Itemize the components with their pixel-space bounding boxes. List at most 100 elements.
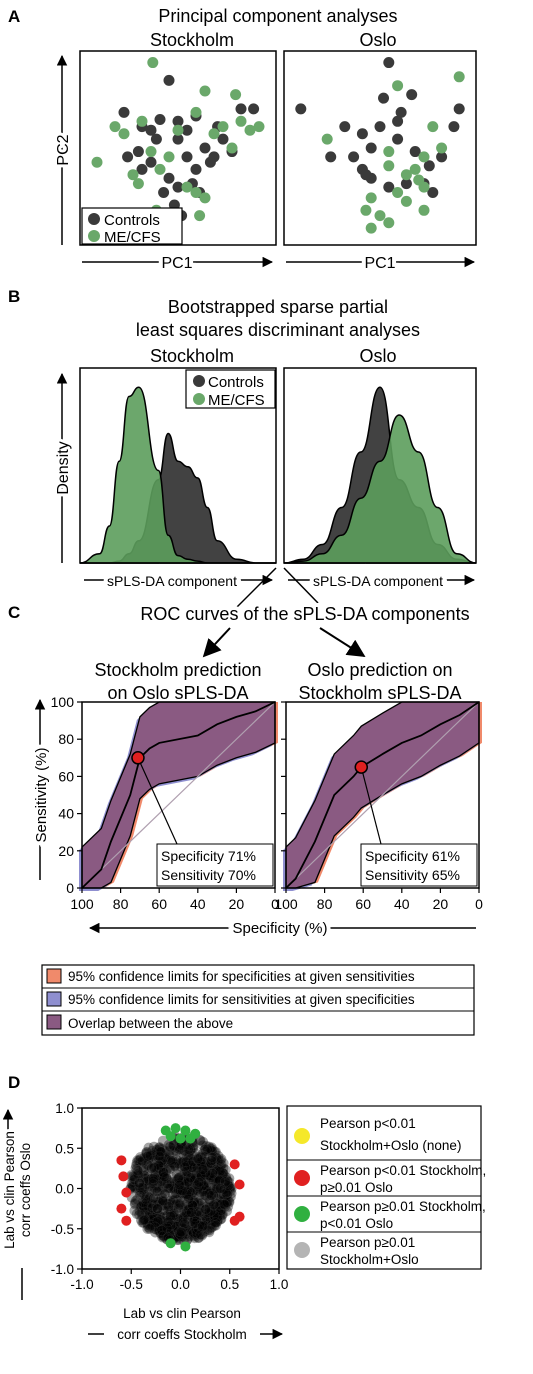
corr-point-grey (152, 1203, 163, 1215)
pca-point (448, 121, 460, 133)
corr-point-grey (219, 1194, 231, 1205)
corr-point-grey (183, 1171, 194, 1182)
corr-point-grey (180, 1199, 192, 1210)
pca-point (145, 124, 157, 136)
corr-point-grey (132, 1165, 144, 1176)
corr-point-grey (157, 1187, 169, 1199)
corr-point-grey (213, 1150, 224, 1162)
corr-point-grey (155, 1157, 167, 1168)
corr-point-grey (164, 1215, 175, 1227)
corr-point-grey (148, 1150, 160, 1161)
corr-point-grey (210, 1164, 222, 1175)
corr-point-grey (203, 1165, 214, 1176)
corr-point-grey (216, 1153, 227, 1165)
corr-point-grey (201, 1211, 213, 1223)
corr-point-grey (179, 1145, 190, 1157)
corr-point-grey (205, 1157, 217, 1169)
corr-point-grey (185, 1153, 196, 1164)
corr-point-grey (191, 1211, 202, 1223)
corr-point-grey (140, 1173, 151, 1184)
pca-point (400, 169, 412, 181)
corr-point-grey (142, 1223, 153, 1234)
corr-point-grey (212, 1165, 224, 1177)
corr-point-grey (172, 1213, 183, 1225)
corr-point-grey (180, 1207, 192, 1219)
corr-point-grey (179, 1175, 191, 1187)
corr-point-grey (195, 1194, 206, 1206)
corr-point-grey (208, 1212, 220, 1223)
corr-point-grey (215, 1209, 227, 1220)
corr-point-grey (186, 1224, 197, 1236)
corr-point-grey (151, 1214, 162, 1226)
corr-point-grey (191, 1209, 203, 1221)
corr-point-grey (138, 1215, 150, 1226)
corr-point-grey (171, 1221, 183, 1232)
corr-point-grey (177, 1211, 189, 1222)
corr-point-grey (183, 1167, 194, 1178)
corr-point-grey (218, 1198, 230, 1210)
pca-point (91, 156, 103, 168)
corr-point-grey (215, 1214, 226, 1225)
corr-point-grey (173, 1172, 185, 1183)
corr-point-grey (143, 1204, 155, 1215)
corr-point-grey (170, 1188, 182, 1199)
corr-point-grey (191, 1179, 203, 1191)
density-oslo-frame (283, 367, 477, 564)
corr-point-grey (193, 1232, 204, 1244)
corr-point-grey (208, 1174, 219, 1186)
corr-point-grey (157, 1225, 168, 1236)
corr-point-grey (198, 1184, 209, 1195)
corr-point-grey (182, 1170, 193, 1181)
corr-point-grey (183, 1150, 195, 1161)
corr-point-grey (199, 1144, 211, 1155)
corr-point-grey (207, 1213, 219, 1225)
corr-point-grey (222, 1201, 234, 1212)
density-mecfs-curve (283, 414, 477, 564)
corr-point-grey (186, 1187, 198, 1199)
corr-point-grey (181, 1158, 193, 1169)
corr-point-grey (188, 1201, 200, 1213)
corr-point-grey (170, 1154, 182, 1165)
corr-point-grey (223, 1176, 234, 1188)
corr-point-grey (199, 1183, 210, 1195)
corr-point-grey (135, 1201, 147, 1213)
corr-point-grey (198, 1159, 209, 1171)
corr-point-grey (160, 1147, 171, 1159)
corr-point-grey (198, 1208, 210, 1220)
corr-point-grey (136, 1207, 148, 1219)
corr-point-grey (147, 1149, 158, 1161)
corr-point-grey (157, 1195, 168, 1206)
corr-point-grey (191, 1159, 202, 1171)
corr-point-grey (194, 1190, 206, 1201)
corr-point-grey (170, 1188, 182, 1199)
pca-point (400, 178, 412, 190)
corr-point-grey (153, 1150, 165, 1162)
corr-point-grey (148, 1175, 159, 1187)
corr-point-grey (205, 1145, 216, 1156)
corr-point-grey (180, 1228, 192, 1240)
corr-point-grey (179, 1188, 190, 1199)
corr-point-grey (202, 1215, 213, 1227)
corr-point-red (121, 1215, 132, 1226)
corr-point-grey (182, 1210, 194, 1221)
pca-point (235, 103, 247, 115)
corr-point-grey (167, 1157, 179, 1169)
corr-point-grey (194, 1210, 206, 1221)
corr-point-grey (216, 1198, 228, 1210)
pca-point (365, 222, 377, 234)
corr-point-grey (191, 1228, 203, 1239)
corr-point-grey (136, 1209, 148, 1221)
corr-point-grey (164, 1183, 175, 1194)
corr-point-grey (147, 1201, 159, 1213)
corr-point-grey (208, 1172, 220, 1183)
corr-point-grey (159, 1171, 170, 1183)
roc-left-plot: Specificity 71% Sensitivity 70% (79, 701, 278, 891)
corr-point-grey (143, 1181, 154, 1192)
corr-point-grey (183, 1174, 195, 1186)
corr-point-grey (223, 1180, 234, 1191)
corr-point-grey (148, 1141, 160, 1153)
corr-point-grey (165, 1223, 177, 1234)
corr-point-grey (155, 1226, 166, 1237)
corr-point-grey (206, 1155, 217, 1166)
corr-legend-3-line2: Stockholm+Oslo (320, 1252, 419, 1267)
